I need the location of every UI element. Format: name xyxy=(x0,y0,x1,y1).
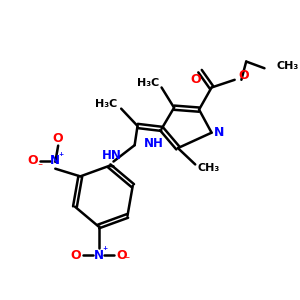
Text: O: O xyxy=(70,249,81,262)
Text: H₃C: H₃C xyxy=(137,78,159,88)
Text: ⁺: ⁺ xyxy=(103,247,108,256)
Text: O: O xyxy=(53,132,64,146)
Text: O: O xyxy=(190,73,200,86)
Text: N: N xyxy=(50,154,60,167)
Text: O: O xyxy=(116,249,127,262)
Text: NH: NH xyxy=(144,137,164,150)
Text: O: O xyxy=(238,69,249,82)
Text: CH₃: CH₃ xyxy=(198,163,220,173)
Text: ⁺: ⁺ xyxy=(58,152,64,162)
Text: N: N xyxy=(94,249,103,262)
Text: HN: HN xyxy=(102,149,122,162)
Text: O: O xyxy=(27,154,38,167)
Text: ⁻: ⁻ xyxy=(37,162,43,172)
Text: H₃C: H₃C xyxy=(95,99,117,109)
Text: N: N xyxy=(214,126,224,139)
Text: CH₃: CH₃ xyxy=(276,61,298,71)
Text: ⁻: ⁻ xyxy=(125,255,130,265)
